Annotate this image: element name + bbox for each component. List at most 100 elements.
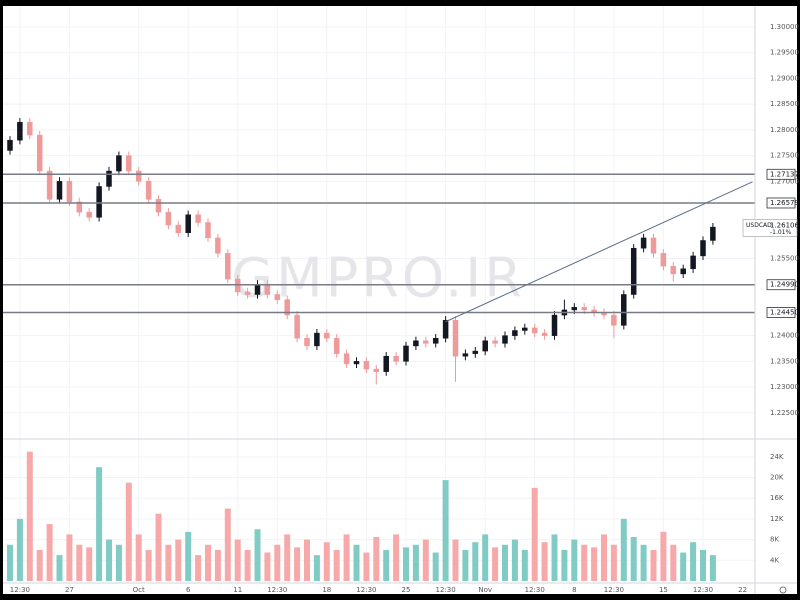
price-tag xyxy=(742,219,798,237)
candle-body xyxy=(373,368,380,372)
volume-bar xyxy=(383,549,390,581)
candle-body xyxy=(611,314,617,326)
level-tag xyxy=(766,197,796,209)
x-tick-label: 6 xyxy=(186,586,191,594)
candle-body xyxy=(551,314,558,336)
volume-bar xyxy=(86,547,93,581)
candle-body xyxy=(531,327,538,334)
volume-bar xyxy=(234,539,241,581)
volume-bar xyxy=(670,544,677,581)
candle-body xyxy=(76,201,83,213)
candle-body xyxy=(690,255,696,270)
axes: 1.22500 1.23000 1.23500 1.24000 1.25500 1.270… xyxy=(10,23,800,594)
volume-bar xyxy=(442,480,449,581)
x-tick-label: 27 xyxy=(65,586,74,594)
candle-body xyxy=(502,335,508,344)
candle-body xyxy=(96,186,102,218)
y-tick-label: 1.27500 xyxy=(770,152,799,160)
volume-bar xyxy=(373,537,380,581)
candle-body xyxy=(403,345,409,362)
candle-body xyxy=(304,337,310,347)
y-tick-label: 1.29000 xyxy=(770,74,799,82)
candle-body xyxy=(244,291,251,295)
volume-bar xyxy=(36,549,43,581)
level-tag xyxy=(766,279,796,291)
candle-body xyxy=(274,294,281,300)
settings-icon[interactable] xyxy=(779,586,787,594)
x-tick-label: 12:30 xyxy=(356,586,376,594)
volume-bar xyxy=(393,534,400,581)
volume-bar xyxy=(610,544,617,581)
volume-bar xyxy=(76,544,83,581)
volume-bar xyxy=(254,529,261,581)
candle-body xyxy=(492,340,498,344)
volume-bar xyxy=(412,544,419,581)
candle-body xyxy=(165,211,172,226)
level-tag xyxy=(766,307,796,318)
volume-bar xyxy=(551,534,558,581)
y-tick-label: 1.28500 xyxy=(770,100,799,108)
candle-body xyxy=(630,247,637,295)
volume-bar xyxy=(432,552,439,581)
candle-body xyxy=(17,121,23,141)
candle-body xyxy=(254,283,261,295)
candle-body xyxy=(215,237,221,254)
candle-body xyxy=(700,240,706,257)
y-tick-label: 1.23500 xyxy=(770,357,799,365)
volume-bar xyxy=(452,539,459,581)
volume-bar xyxy=(264,552,271,581)
candle-body xyxy=(106,170,112,187)
x-tick-label: Oct xyxy=(133,586,145,594)
x-tick-label: 12:30 xyxy=(10,586,30,594)
volume-bar xyxy=(313,555,320,581)
candle-body xyxy=(571,307,578,311)
y-tick-label: 1.25500 xyxy=(770,254,799,262)
candle-body xyxy=(185,214,191,234)
volume-bar xyxy=(462,549,469,581)
price-label: 1.26106 xyxy=(770,221,799,229)
candle-body xyxy=(314,332,320,347)
volume-bar xyxy=(571,539,578,581)
volume-bar xyxy=(700,549,706,581)
volume-bar xyxy=(650,549,657,581)
candle-body xyxy=(333,337,340,354)
candle-body xyxy=(710,226,716,241)
y2-tick-label: 20K xyxy=(770,474,784,482)
candle-body xyxy=(670,265,677,275)
volume-bar xyxy=(680,552,687,581)
level-label: 1.27137 xyxy=(770,170,799,178)
volume-bar xyxy=(195,555,202,581)
candle-body xyxy=(195,214,201,223)
candle-body xyxy=(294,314,300,339)
candle-body xyxy=(650,237,657,254)
candle-body xyxy=(86,211,92,218)
volume-bar xyxy=(660,531,667,581)
candle-body xyxy=(472,350,479,354)
candle-body xyxy=(393,355,399,362)
y-tick-label: 1.27000 xyxy=(770,177,799,185)
level-label: 1.24990 xyxy=(770,281,799,289)
volume-bar xyxy=(690,542,697,581)
y2-tick-label: 12K xyxy=(770,515,784,523)
level-label: 1.24450 xyxy=(770,308,799,316)
change-label: -1.01% xyxy=(770,229,792,236)
volume-bar xyxy=(511,539,518,581)
y-tick-label: 1.22500 xyxy=(770,409,799,417)
volume-bar xyxy=(304,539,310,581)
volume-bar xyxy=(66,534,73,581)
volume-bar xyxy=(422,539,429,581)
x-tick-label: 22 xyxy=(738,586,747,594)
volume-bar xyxy=(274,544,281,581)
candle-body xyxy=(324,332,330,339)
volume-bar xyxy=(165,544,172,581)
volume-bar xyxy=(175,539,182,581)
y2-tick-label: 4K xyxy=(770,556,779,564)
volume-bar xyxy=(601,534,607,581)
volume-bar xyxy=(333,549,340,581)
volume-bar xyxy=(591,547,598,581)
y2-tick-label: 24K xyxy=(770,453,784,461)
grid xyxy=(3,6,755,583)
candle-body xyxy=(343,353,350,365)
y2-tick-label: 16K xyxy=(770,494,784,502)
volume-bar xyxy=(620,518,627,581)
